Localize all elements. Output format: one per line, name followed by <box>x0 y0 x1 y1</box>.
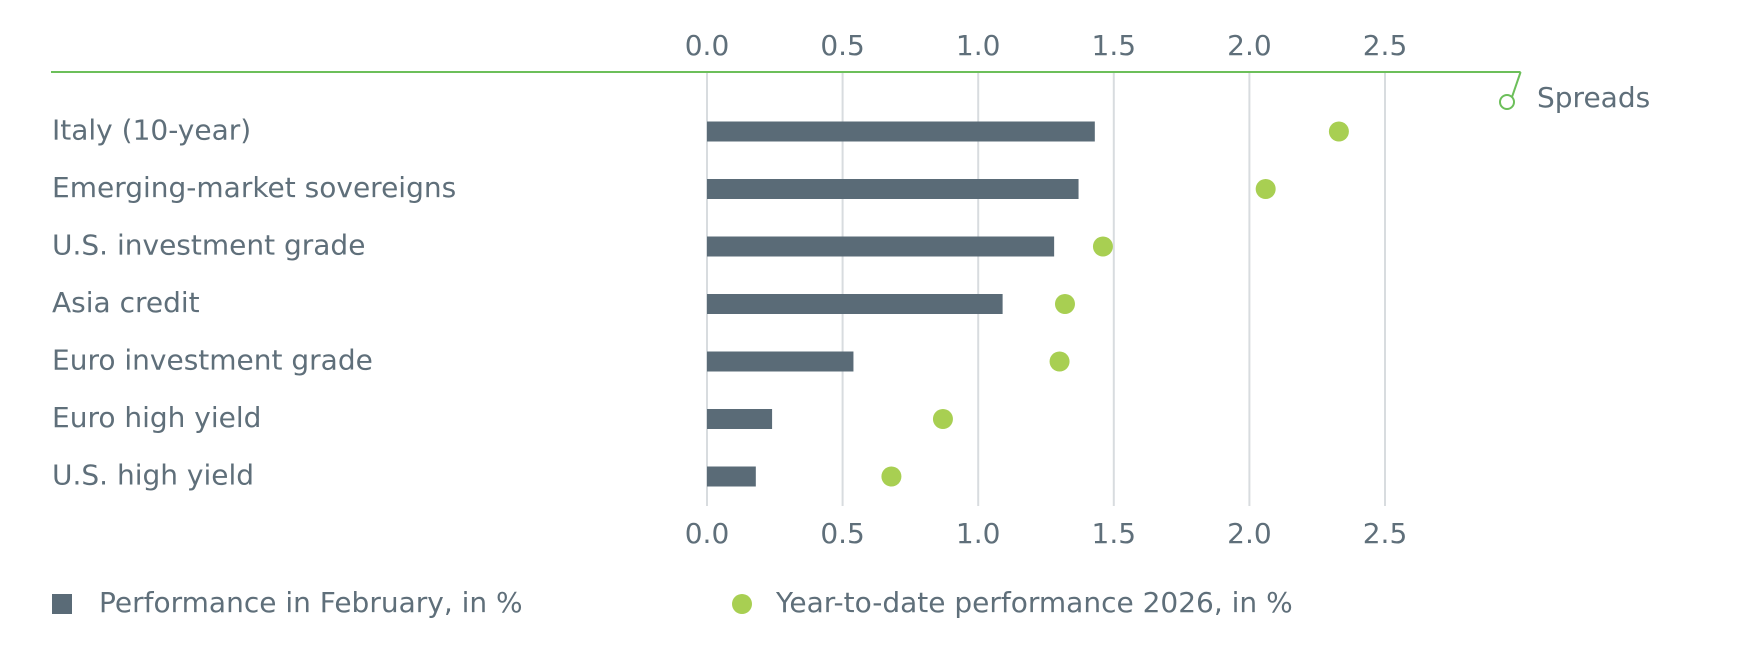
x-tick-label-top: 1.0 <box>956 29 1001 62</box>
x-tick-label-bottom: 0.0 <box>685 517 730 550</box>
y-tick-label: U.S. high yield <box>52 459 254 492</box>
x-tick-label-bottom: 2.0 <box>1227 517 1272 550</box>
bar <box>707 409 773 429</box>
x-tick-label-top: 2.0 <box>1227 29 1272 62</box>
x-tick-label-bottom: 0.5 <box>820 517 865 550</box>
x-tick-label-top: 1.5 <box>1092 29 1137 62</box>
bar <box>707 236 1055 257</box>
dot <box>932 409 953 429</box>
x-tick-label-bottom: 2.5 <box>1363 517 1408 550</box>
legend-swatch <box>52 594 72 614</box>
annotation-marker <box>1499 94 1515 110</box>
bar <box>707 294 1003 314</box>
y-tick-label: Asia credit <box>52 286 200 319</box>
dot <box>1054 294 1075 314</box>
y-tick-label: Euro high yield <box>52 401 261 434</box>
x-tick-label-top: 0.5 <box>820 29 865 62</box>
legend-label: Year-to-date performance 2026, in % <box>775 586 1293 619</box>
dot <box>1255 179 1276 199</box>
bar <box>707 179 1079 199</box>
legend-label: Performance in February, in % <box>99 586 523 619</box>
dot <box>1092 236 1113 257</box>
bar <box>707 466 756 487</box>
annotation: Spreads <box>1537 81 1650 114</box>
y-tick-label: U.S. investment grade <box>52 229 365 262</box>
y-tick-label: Emerging-market sovereigns <box>52 171 456 204</box>
dot <box>1328 121 1349 142</box>
y-tick-label: Euro investment grade <box>52 344 373 377</box>
legend-swatch <box>732 594 752 614</box>
x-tick-label-top: 2.5 <box>1363 29 1408 62</box>
dot <box>881 466 902 487</box>
y-tick-label: Italy (10-year) <box>52 114 251 147</box>
bar <box>707 351 854 372</box>
x-tick-label-bottom: 1.5 <box>1092 517 1137 550</box>
x-tick-label-top: 0.0 <box>685 29 730 62</box>
x-tick-label-bottom: 1.0 <box>956 517 1001 550</box>
dot <box>1049 351 1070 372</box>
annotation-leader <box>1511 71 1522 98</box>
bar <box>707 121 1095 142</box>
